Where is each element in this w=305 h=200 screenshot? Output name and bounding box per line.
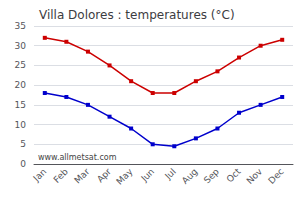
svg-text:30: 30 <box>15 41 27 51</box>
svg-text:Jan: Jan <box>31 166 49 184</box>
svg-text:10: 10 <box>15 120 27 130</box>
svg-text:May: May <box>114 166 135 187</box>
svg-text:5: 5 <box>20 139 26 149</box>
svg-text:Oct: Oct <box>225 166 243 184</box>
svg-text:www.allmetsat.com: www.allmetsat.com <box>38 153 117 162</box>
svg-text:20: 20 <box>15 80 27 90</box>
svg-text:0: 0 <box>20 159 26 169</box>
svg-text:Sep: Sep <box>202 166 221 185</box>
svg-text:Jun: Jun <box>139 166 157 184</box>
svg-text:35: 35 <box>15 21 26 31</box>
svg-text:25: 25 <box>15 60 26 70</box>
svg-text:Apr: Apr <box>95 166 113 184</box>
svg-text:Villa Dolores : temperatures (: Villa Dolores : temperatures (°C) <box>39 8 235 22</box>
svg-text:15: 15 <box>15 100 26 110</box>
svg-text:Mar: Mar <box>72 166 91 185</box>
svg-text:Dec: Dec <box>266 166 285 185</box>
svg-text:Feb: Feb <box>52 166 71 185</box>
svg-text:Aug: Aug <box>180 166 199 185</box>
svg-text:Jul: Jul <box>162 166 177 181</box>
svg-text:Nov: Nov <box>245 166 265 186</box>
